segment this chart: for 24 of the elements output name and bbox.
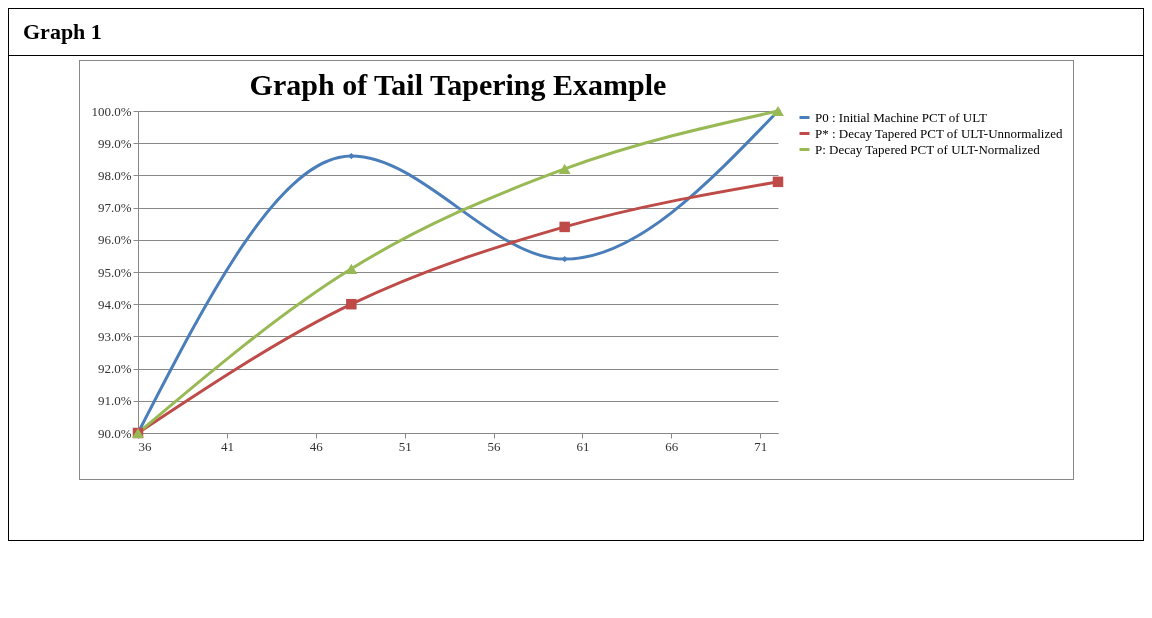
x-tick-label: 41: [220, 438, 234, 454]
x-tick-label: 51: [398, 438, 412, 454]
y-tick-label: 92.0%: [97, 361, 132, 377]
legend-label: P: Decay Tapered PCT of ULT-Normalized: [815, 141, 1041, 157]
chart-title: Graph of Tail Tapering Example: [249, 68, 667, 101]
y-tick-label: 91.0%: [97, 393, 132, 409]
x-tick-label: 46: [309, 438, 324, 454]
x-tick-label: 66: [665, 438, 679, 454]
x-tick-label: 56: [487, 438, 502, 454]
y-tick-label: 97.0%: [97, 200, 132, 216]
y-tick-label: 90.0%: [97, 425, 132, 441]
legend-label: P* : Decay Tapered PCT of ULT-Unnormalized: [815, 125, 1063, 141]
y-tick-label: 95.0%: [97, 264, 132, 280]
y-tick-label: 99.0%: [97, 135, 132, 151]
caption: Graph 1: [8, 8, 1144, 55]
y-tick-label: 100.0%: [91, 103, 132, 119]
legend-label: P0 : Initial Machine PCT of ULT: [815, 109, 987, 125]
y-tick-label: 94.0%: [97, 296, 132, 312]
x-tick-label: 71: [754, 438, 768, 454]
y-tick-label: 93.0%: [97, 328, 132, 344]
x-tick-label: 36: [138, 438, 152, 454]
y-tick-label: 98.0%: [97, 167, 132, 183]
y-tick-label: 96.0%: [97, 232, 132, 248]
x-tick-label: 61: [576, 438, 590, 454]
